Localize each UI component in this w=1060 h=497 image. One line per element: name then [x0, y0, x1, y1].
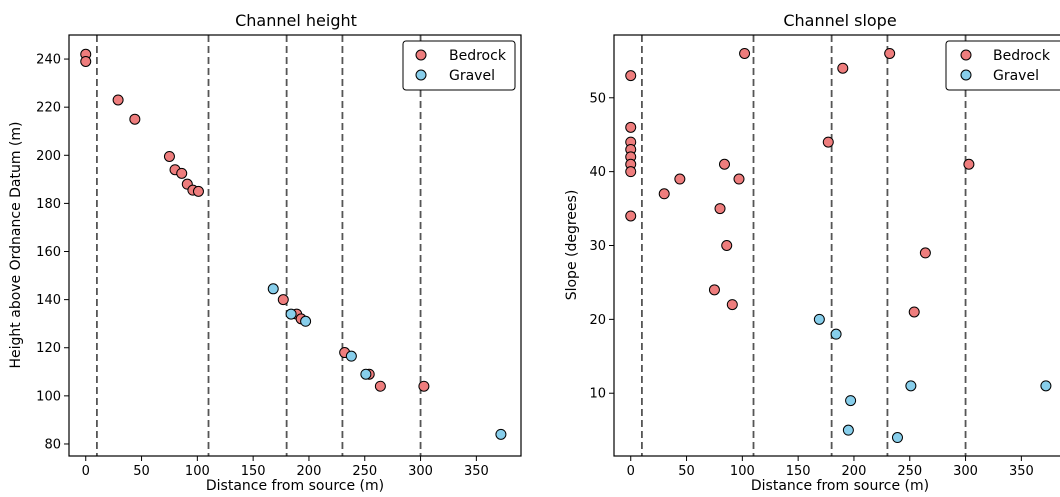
- height-legend-gravel-label: Gravel: [449, 68, 495, 84]
- height-plot-marks: 0 50 100 150 200 250 300 350 80 100 120 140 160 180 20…: [36, 35, 507, 479]
- height-x-tick-label: 350: [464, 464, 489, 479]
- slope-bedrock-point: [733, 173, 745, 185]
- slope-x-tick-label: 350: [1009, 464, 1034, 479]
- height-bedrock-point: [112, 94, 124, 106]
- slope-gravel-point: [813, 313, 825, 325]
- slope-y-tick-label: 20: [589, 313, 606, 328]
- height-legend: Bedrock Gravel: [402, 40, 516, 91]
- height-x-tick-label: 0: [82, 464, 90, 479]
- height-bedrock-point: [374, 380, 386, 392]
- slope-bedrock-point: [625, 210, 637, 222]
- height-bedrock-point: [80, 55, 92, 67]
- slope-plot-marks: 0 50 100 150 200 250 300 350 10 20 30 40 50: [589, 35, 1052, 479]
- slope-legend-bedrock-label: Bedrock: [993, 48, 1051, 64]
- height-x-tick-label: 250: [352, 464, 377, 479]
- height-gravel-point: [267, 283, 279, 295]
- slope-bedrock-point: [726, 299, 738, 311]
- height-y-tick-label: 200: [36, 149, 61, 164]
- height-bedrock-point: [129, 113, 141, 125]
- slope-bedrock-point: [908, 306, 920, 318]
- slope-y-tick-label: 50: [589, 91, 606, 106]
- slope-bedrock-point: [625, 70, 637, 82]
- slope-bedrock-point: [963, 158, 975, 170]
- slope-legend-box: [945, 40, 1060, 91]
- height-x-axis-label: Distance from source (m): [206, 478, 384, 493]
- height-bedrock-point: [192, 185, 204, 197]
- height-gravel-point: [285, 308, 297, 320]
- slope-legend-bedrock-marker: [960, 49, 972, 61]
- slope-chart-title: Channel slope: [783, 11, 896, 30]
- height-legend-box: [402, 40, 516, 91]
- height-panel: Channel height 0 50 100 150 200 250 300 350 80 10…: [8, 11, 522, 494]
- slope-bedrock-point: [837, 62, 849, 74]
- height-y-tick-label: 100: [36, 389, 61, 404]
- slope-bedrock-point: [718, 158, 730, 170]
- height-y-tick-label: 220: [36, 101, 61, 116]
- slope-x-tick-label: 0: [627, 464, 635, 479]
- height-legend-bedrock-marker: [415, 49, 427, 61]
- height-y-tick-label: 140: [36, 293, 61, 308]
- height-x-tick-label: 300: [408, 464, 433, 479]
- slope-bedrock-point: [884, 47, 896, 59]
- height-x-tick-label: 50: [133, 464, 150, 479]
- slope-bedrock-point: [919, 247, 931, 259]
- height-legend-gravel-marker: [415, 69, 427, 81]
- slope-x-tick-label: 50: [678, 464, 695, 479]
- height-gravel-point: [360, 368, 372, 380]
- height-plot-frame: [68, 34, 522, 457]
- slope-legend-gravel-marker: [960, 69, 972, 81]
- slope-bedrock-point: [625, 121, 637, 133]
- slope-x-tick-label: 200: [842, 464, 867, 479]
- slope-y-axis-label: Slope (degrees): [564, 190, 580, 301]
- height-bedrock-point: [176, 167, 188, 179]
- slope-bedrock-point: [714, 203, 726, 215]
- height-y-tick-label: 80: [44, 437, 61, 452]
- slope-gravel-point: [845, 395, 857, 407]
- height-y-tick-label: 120: [36, 341, 61, 356]
- slope-bedrock-point: [822, 136, 834, 148]
- slope-gravel-point: [830, 328, 842, 340]
- height-gravel-point: [345, 350, 357, 362]
- slope-legend: Bedrock Gravel: [945, 40, 1060, 91]
- slope-panel: Channel slope 0 50 100 150 200 250 300 350 10 20 3…: [564, 11, 1060, 494]
- slope-bedrock-point: [721, 240, 733, 251]
- slope-x-tick-label: 150: [786, 464, 811, 479]
- height-y-axis-label: Height above Ordnance Datum (m): [8, 122, 24, 369]
- slope-bedrock-point: [658, 188, 670, 200]
- slope-y-tick-label: 10: [589, 387, 606, 402]
- height-legend-bedrock-label: Bedrock: [449, 48, 507, 64]
- slope-y-tick-label: 30: [589, 239, 606, 254]
- height-y-tick-label: 180: [36, 197, 61, 212]
- slope-plot-frame: [613, 34, 1060, 457]
- slope-gravel-point: [842, 424, 854, 436]
- slope-legend-gravel-label: Gravel: [993, 68, 1039, 84]
- slope-x-tick-label: 100: [730, 464, 755, 479]
- height-bedrock-point: [277, 294, 289, 306]
- height-chart-title: Channel height: [235, 11, 357, 30]
- slope-x-tick-label: 250: [897, 464, 922, 479]
- height-x-tick-label: 150: [241, 464, 266, 479]
- slope-gravel-point: [905, 380, 917, 392]
- slope-y-tick-label: 40: [589, 165, 606, 180]
- height-y-tick-label: 240: [36, 53, 61, 68]
- height-bedrock-point: [418, 380, 430, 392]
- slope-bedrock-point: [708, 284, 720, 296]
- slope-bedrock-point: [674, 173, 686, 185]
- height-bedrock-point: [163, 150, 175, 162]
- height-x-tick-label: 100: [185, 464, 210, 479]
- slope-x-tick-label: 300: [953, 464, 978, 479]
- slope-bedrock-point: [625, 166, 637, 178]
- slope-x-axis-label: Distance from source (m): [751, 478, 929, 493]
- height-x-tick-label: 200: [297, 464, 322, 479]
- slope-bedrock-point: [739, 47, 751, 59]
- height-y-tick-label: 160: [36, 245, 61, 260]
- height-gravel-point: [495, 428, 507, 440]
- height-gravel-point: [300, 315, 312, 327]
- slope-gravel-point: [1040, 380, 1052, 392]
- slope-gravel-point: [891, 432, 903, 444]
